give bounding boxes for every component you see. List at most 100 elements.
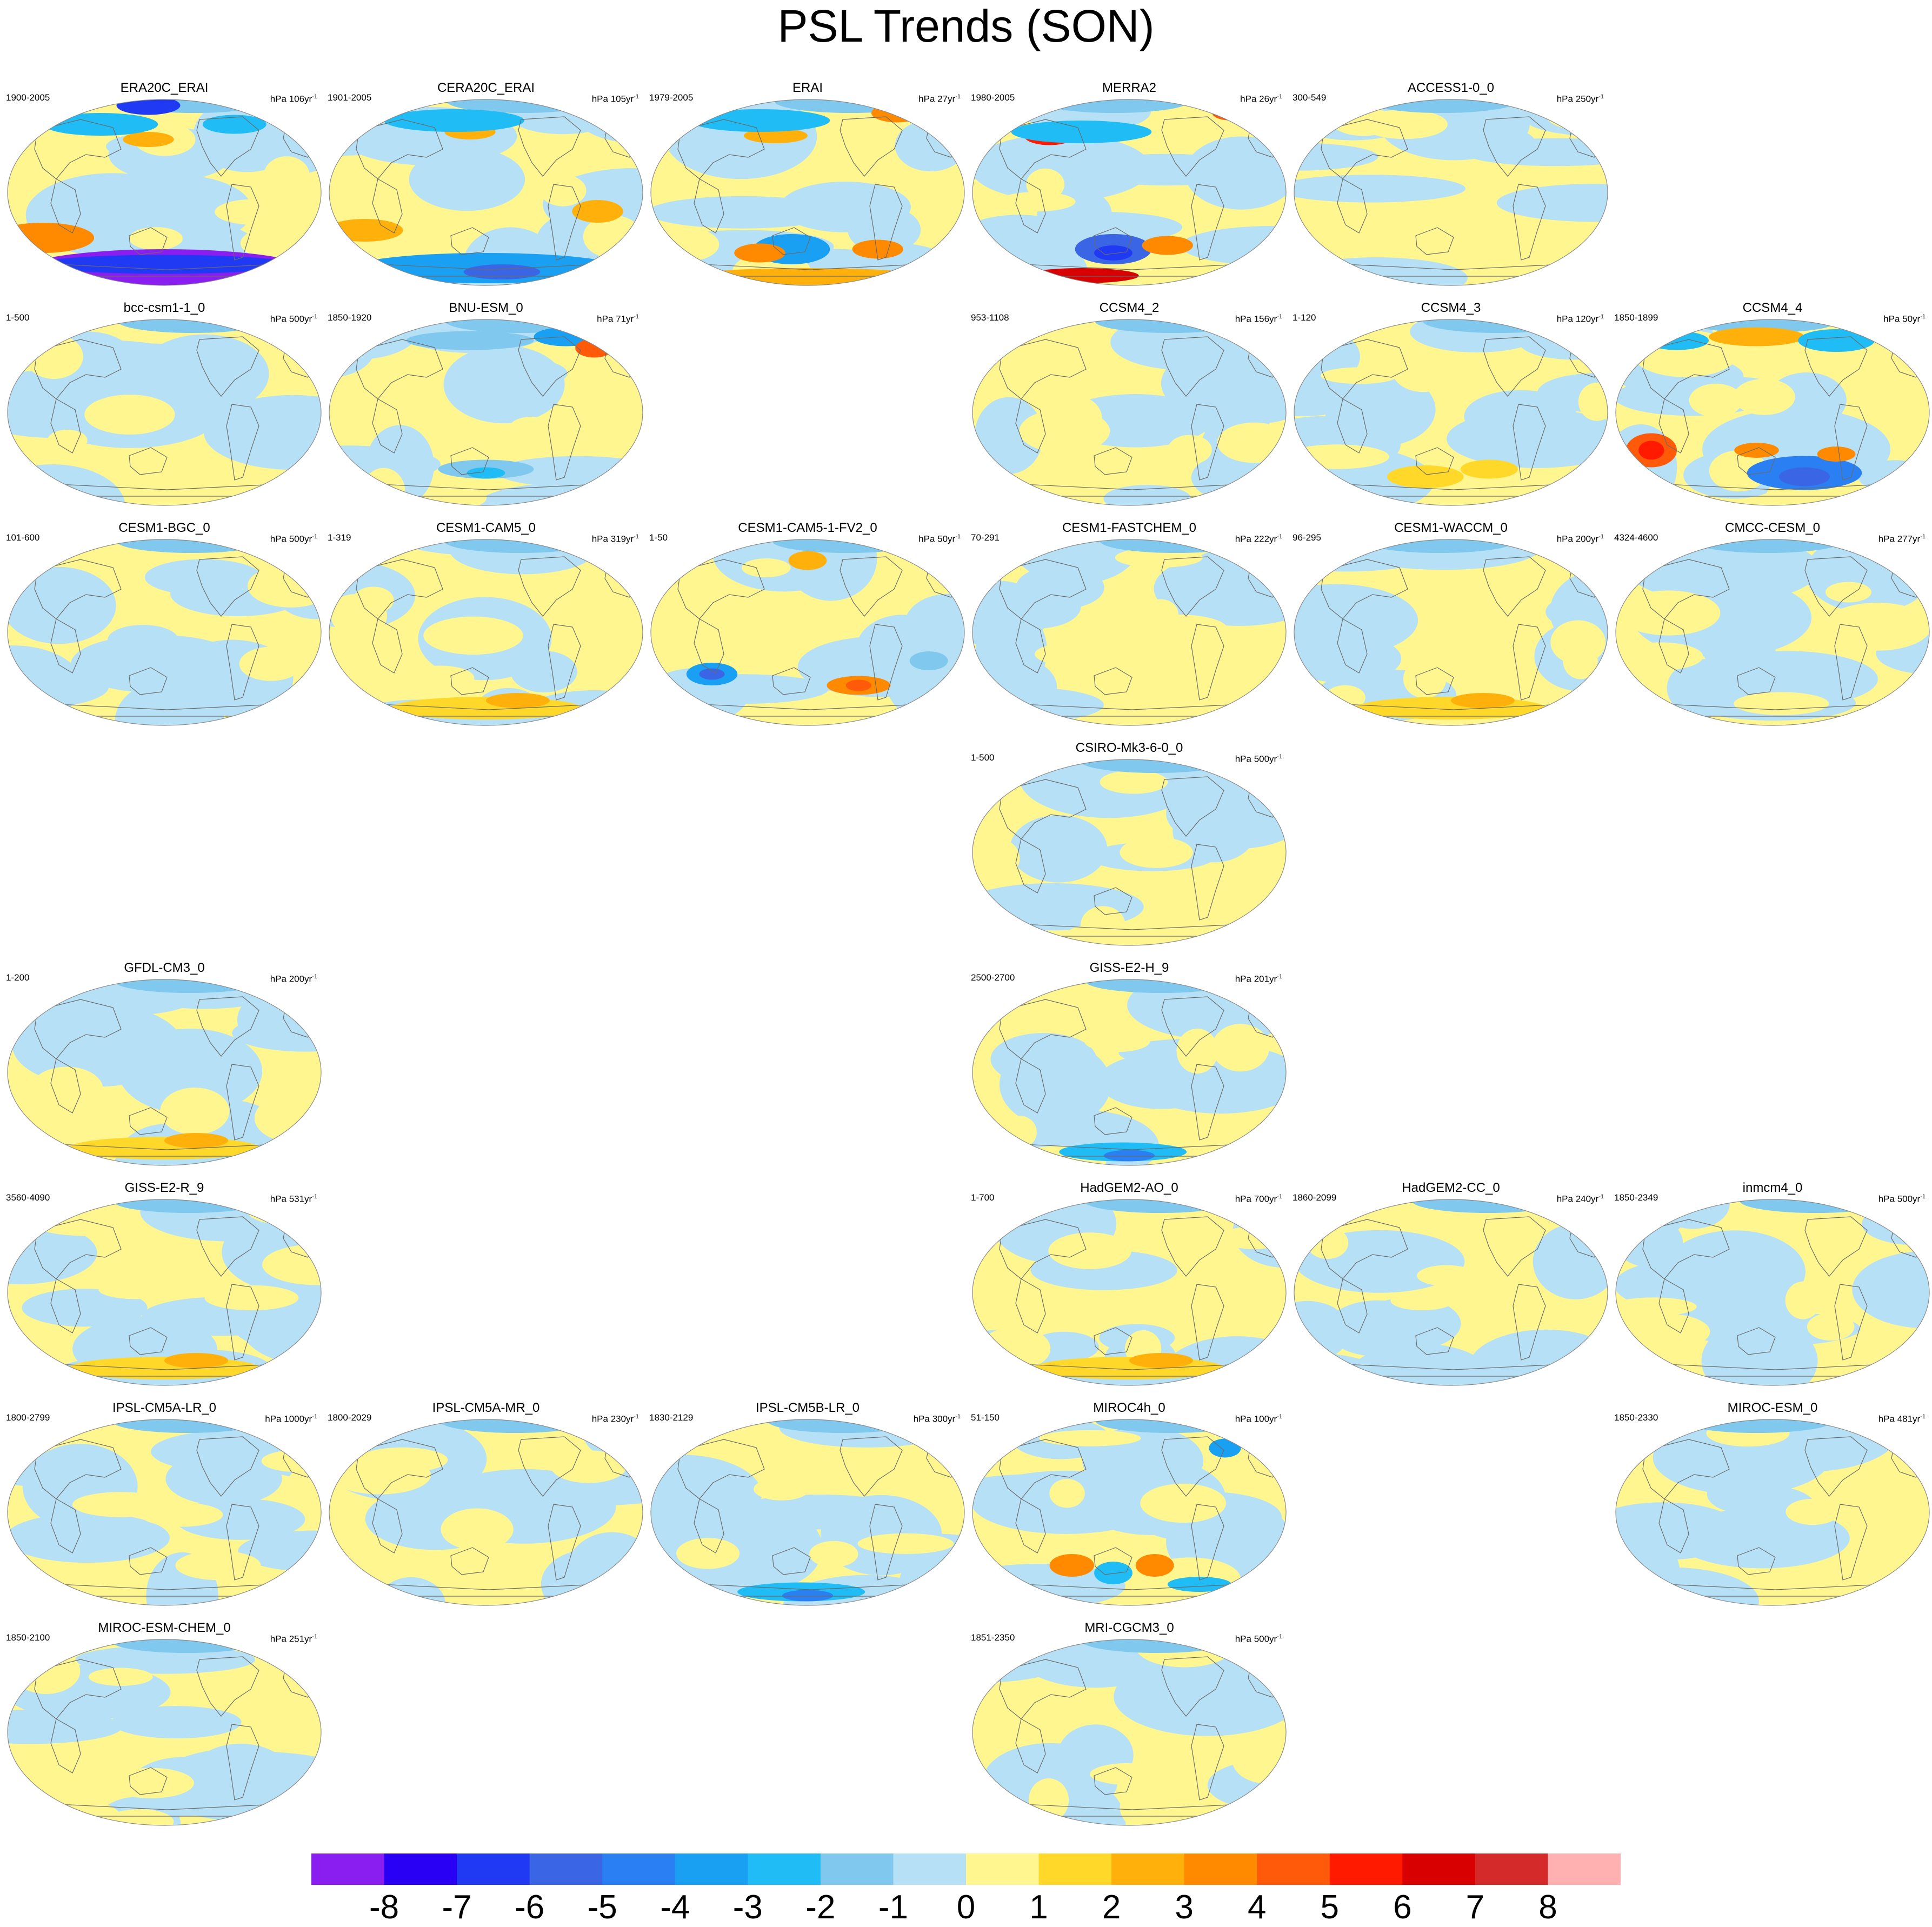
coastline — [196, 336, 259, 397]
colorbar-label: 4 — [1247, 1889, 1267, 1926]
panel-year-range: 1-50 — [649, 532, 668, 543]
map-border — [1294, 99, 1608, 286]
panel-year-range: 4324-4600 — [1614, 532, 1658, 543]
panel-year-range: 1800-2799 — [6, 1412, 50, 1423]
map-field — [972, 1639, 1287, 1826]
coastline — [372, 398, 403, 454]
map-border — [329, 99, 643, 286]
map-border — [972, 759, 1287, 946]
panel-title: CCSM4_2 — [1099, 301, 1160, 315]
coastline — [196, 1656, 259, 1717]
panel-year-range: 1830-2129 — [649, 1412, 694, 1423]
coastline — [772, 1547, 811, 1575]
colorbar-swatch — [675, 1853, 748, 1885]
map-field — [1294, 319, 1608, 506]
map-field — [972, 1199, 1287, 1386]
coastline — [1161, 776, 1224, 837]
coastline — [677, 1439, 765, 1499]
colorbar-swatch — [384, 1853, 457, 1885]
map-field — [7, 979, 322, 1166]
coastline — [1737, 1327, 1776, 1355]
map-panel-hadgem2-ao: HadGEM2-AO_0 1-700 hPa 700yr-1 — [969, 1180, 1290, 1388]
coastline — [772, 227, 811, 255]
coastline — [372, 1498, 403, 1553]
colorbar-label: 8 — [1538, 1889, 1557, 1926]
coastline — [1191, 1064, 1224, 1141]
coastline — [34, 119, 122, 179]
panel-title: CESM1-BGC_0 — [118, 521, 210, 535]
panel-units: hPa 277yr-1 — [1878, 534, 1926, 544]
map-border — [972, 319, 1287, 506]
map-panel-era20c-erai: ERA20C_ERAI 1900-2005 hPa 106yr-1 — [4, 80, 325, 288]
panel-year-range: 1-500 — [6, 312, 30, 323]
coastline — [1415, 1327, 1454, 1355]
map-border — [7, 979, 322, 1166]
coastline — [1015, 178, 1046, 234]
panel-year-range: 300-549 — [1293, 92, 1327, 103]
colorbar-label: -1 — [878, 1889, 908, 1926]
map-panel-cera20c-erai: CERA20C_ERAI 1901-2005 hPa 105yr-1 — [325, 80, 647, 288]
panel-units: hPa 50yr-1 — [918, 534, 961, 544]
map-field — [972, 759, 1287, 946]
coastline — [1321, 1219, 1408, 1279]
colorbar-swatch — [1038, 1853, 1112, 1885]
coastline — [999, 339, 1087, 399]
coastline — [129, 1107, 168, 1135]
coastline — [999, 999, 1087, 1059]
map-border — [1615, 539, 1930, 726]
coastline — [1015, 1058, 1046, 1113]
colorbar-label: 5 — [1320, 1889, 1339, 1926]
panel-units: hPa 1000yr-1 — [265, 1413, 317, 1424]
panel-title: IPSL-CM5A-MR_0 — [432, 1401, 540, 1415]
coastline — [1337, 178, 1368, 234]
panel-title: CESM1-WACCM_0 — [1394, 521, 1508, 535]
panel-title: ERAI — [792, 81, 823, 95]
map-panel-ccsm4-3: CCSM4_3 1-120 hPa 120yr-1 — [1290, 300, 1611, 508]
colorbar-swatch — [1329, 1853, 1403, 1885]
coastline — [1191, 844, 1224, 921]
coastline — [1161, 556, 1224, 617]
panel-year-range: 1850-2330 — [1614, 1412, 1658, 1423]
panel-title: IPSL-CM5B-LR_0 — [755, 1401, 860, 1415]
coastline — [869, 1504, 903, 1581]
coastline — [34, 1439, 122, 1499]
map-panel-access1-0: ACCESS1-0_0 300-549 hPa 250yr-1 — [1290, 80, 1611, 288]
colorbar-swatch — [602, 1853, 676, 1885]
colorbar — [311, 1853, 1621, 1885]
coastline — [450, 667, 489, 695]
panel-title: CCSM4_4 — [1742, 301, 1803, 315]
coastline — [196, 1436, 259, 1497]
panel-units: hPa 200yr-1 — [1556, 534, 1604, 544]
coastline — [1804, 1216, 1868, 1277]
panel-units: hPa 500yr-1 — [270, 314, 317, 324]
map-field — [1294, 99, 1608, 286]
coastline — [840, 1436, 903, 1497]
map-panel-cesm1-cam5: CESM1-CAM5_0 1-319 hPa 319yr-1 — [325, 520, 647, 728]
colorbar-label: 6 — [1393, 1889, 1412, 1926]
panel-units: hPa 50yr-1 — [1883, 314, 1926, 324]
panel-units: hPa 105yr-1 — [591, 94, 639, 104]
map-panel-giss-e2-h: GISS-E2-H_9 2500-2700 hPa 201yr-1 — [969, 960, 1290, 1168]
coastline — [1015, 1278, 1046, 1333]
figure-title: PSL Trends (SON) — [777, 1, 1155, 51]
panel-year-range: 1800-2029 — [328, 1412, 372, 1423]
map-panel-bcc-csm1-1: bcc-csm1-1_0 1-500 hPa 500yr-1 — [4, 300, 325, 508]
map-field — [650, 539, 965, 726]
map-field — [1615, 539, 1930, 726]
coastline — [226, 624, 259, 701]
coastline — [869, 624, 903, 701]
coastline — [1737, 1547, 1776, 1575]
coastline — [1161, 336, 1224, 397]
panel-title: CESM1-FASTCHEM_0 — [1062, 521, 1197, 535]
coastline — [50, 178, 81, 234]
coastline — [1483, 116, 1546, 177]
coastline — [450, 447, 489, 475]
coastline — [1015, 618, 1046, 674]
colorbar-swatch — [457, 1853, 530, 1885]
map-field — [7, 1199, 322, 1386]
coastline — [518, 336, 581, 397]
colorbar-label: -7 — [442, 1889, 472, 1926]
map-panel-ccsm4-2: CCSM4_2 953-1108 hPa 156yr-1 — [969, 300, 1290, 508]
panel-year-range: 2500-2700 — [971, 972, 1015, 983]
panel-title: MRI-CGCM3_0 — [1084, 1621, 1174, 1635]
